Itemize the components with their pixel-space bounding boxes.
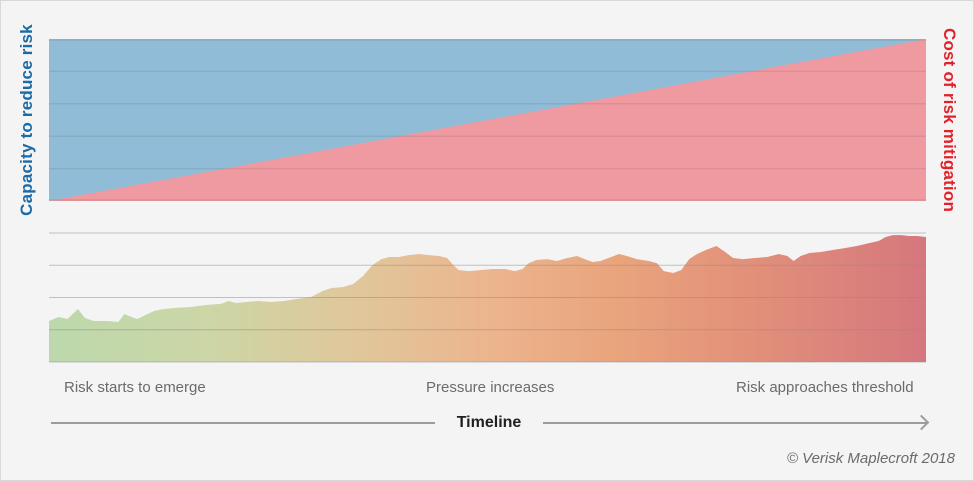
capacity-cost-chart: [49, 39, 926, 201]
copyright-text: © Verisk Maplecroft 2018: [786, 450, 955, 467]
timeline-axis: Timeline: [51, 413, 930, 433]
capacity-axis-label: Capacity to reduce risk: [17, 24, 36, 216]
timeline-line-left: [51, 422, 435, 424]
stage-label-pressure-increases: Pressure increases: [426, 379, 555, 396]
stage-label-risk-emerges: Risk starts to emerge: [64, 379, 206, 396]
timeline-label: Timeline: [456, 414, 522, 431]
risk-area-chart: [49, 232, 926, 363]
cost-axis-label: Cost of risk mitigation: [940, 27, 959, 213]
timeline-arrowhead-icon: [913, 414, 930, 431]
stage-label-risk-threshold: Risk approaches threshold: [736, 379, 914, 396]
timeline-line-right: [543, 422, 927, 424]
